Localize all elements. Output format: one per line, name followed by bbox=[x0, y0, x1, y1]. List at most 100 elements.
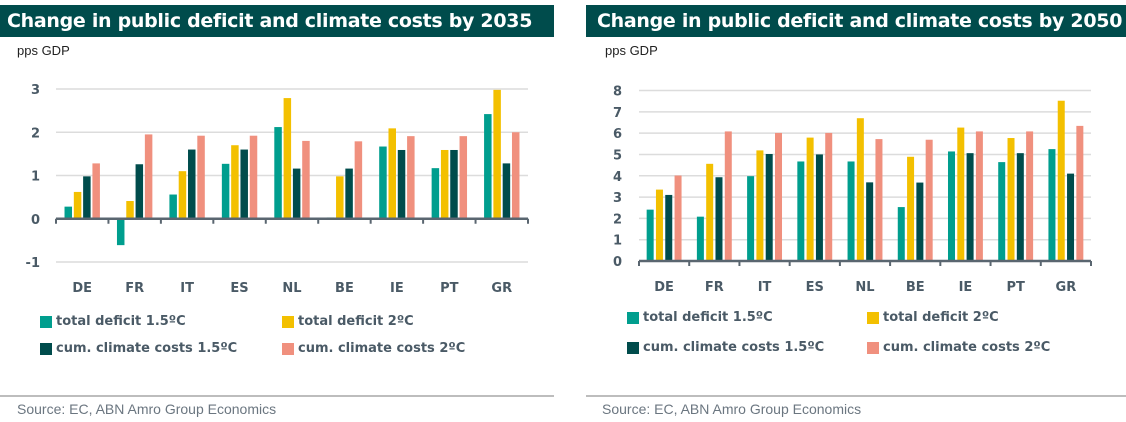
bar-ie-series-0 bbox=[947, 151, 955, 261]
bar-es-series-3 bbox=[825, 132, 833, 261]
y-tick-label: 0 bbox=[31, 213, 40, 228]
y-tick-label: 1 bbox=[613, 234, 622, 249]
x-category-label: GR bbox=[1056, 280, 1077, 295]
legend-swatch bbox=[40, 342, 52, 355]
y-tick-label: 8 bbox=[613, 85, 622, 100]
bar-pt-series-2 bbox=[1016, 153, 1024, 261]
legend-item-cum-climate-2: cum. climate costs 2ºC bbox=[282, 341, 465, 356]
chart-title: Change in public deficit and climate cos… bbox=[586, 5, 1126, 37]
bar-gr-series-3 bbox=[511, 132, 520, 219]
bar-de-series-2 bbox=[83, 176, 91, 219]
bar-es-series-1 bbox=[231, 145, 239, 219]
bar-es-series-3 bbox=[249, 135, 258, 219]
bar-fr-series-0 bbox=[696, 216, 704, 261]
legend-label: total deficit 1.5ºC bbox=[56, 314, 186, 329]
bar-de-series-1 bbox=[655, 189, 663, 261]
bar-be-series-3 bbox=[925, 139, 933, 261]
x-category-label: IT bbox=[180, 281, 194, 296]
legend-swatch bbox=[867, 341, 879, 354]
bar-es-series-2 bbox=[240, 149, 248, 219]
legend-swatch bbox=[867, 311, 879, 324]
bar-gr-series-0 bbox=[484, 114, 492, 219]
source-note: Source: EC, ABN Amro Group Economics bbox=[17, 401, 277, 417]
bar-ie-series-3 bbox=[975, 131, 983, 261]
y-tick-label: 4 bbox=[613, 170, 622, 185]
y-tick-label: 3 bbox=[31, 83, 40, 98]
bar-de-series-3 bbox=[92, 163, 100, 219]
legend-swatch bbox=[282, 315, 294, 328]
legend-item-total-deficit-1-5: total deficit 1.5ºC bbox=[627, 310, 773, 325]
legend-label: cum. climate costs 1.5ºC bbox=[643, 340, 825, 355]
legend-item-total-deficit-2: total deficit 2ºC bbox=[282, 314, 414, 329]
legend-label: total deficit 1.5ºC bbox=[643, 310, 773, 325]
bar-nl-series-3 bbox=[875, 139, 883, 261]
bar-nl-series-0 bbox=[274, 127, 282, 219]
bar-be-series-1 bbox=[907, 156, 915, 261]
y-tick-label: 3 bbox=[613, 191, 622, 206]
x-category-label: NL bbox=[282, 281, 301, 296]
bar-it-series-3 bbox=[775, 132, 783, 261]
bar-pt-series-2 bbox=[450, 149, 458, 219]
y-tick-label: 6 bbox=[613, 127, 622, 142]
bar-be-series-3 bbox=[354, 141, 363, 219]
bar-chart-2035: -1 0 1 2 3 DE FR IT ES NL BE IE PT GR bbox=[26, 83, 529, 296]
legend-label: cum. climate costs 2ºC bbox=[298, 341, 466, 356]
bar-be-series-2 bbox=[916, 182, 924, 261]
bar-it-series-0 bbox=[747, 176, 755, 261]
bar-it-series-0 bbox=[169, 194, 177, 219]
bar-de-series-3 bbox=[674, 175, 682, 261]
bar-pt-series-1 bbox=[440, 149, 449, 219]
x-category-label: PT bbox=[440, 281, 459, 296]
chart-title: Change in public deficit and climate cos… bbox=[0, 5, 554, 37]
x-category-label: BE bbox=[906, 280, 925, 295]
bar-fr-series-0 bbox=[116, 218, 125, 246]
bar-it-series-2 bbox=[188, 149, 196, 219]
bar-gr-series-2 bbox=[502, 163, 511, 219]
bar-nl-series-1 bbox=[856, 118, 864, 261]
legend-label: cum. climate costs 2ºC bbox=[883, 340, 1051, 355]
chart-panel-2050: Change in public deficit and climate cos… bbox=[580, 0, 1126, 422]
bar-de-series-0 bbox=[64, 206, 73, 219]
bar-pt-series-0 bbox=[998, 162, 1006, 261]
bar-it-series-1 bbox=[178, 171, 187, 219]
bar-nl-series-2 bbox=[292, 168, 301, 219]
bar-es-series-1 bbox=[806, 137, 814, 261]
source-note: Source: EC, ABN Amro Group Economics bbox=[602, 401, 862, 417]
bar-gr-series-2 bbox=[1067, 173, 1075, 261]
bar-es-series-2 bbox=[815, 154, 823, 261]
x-category-label: BE bbox=[335, 281, 354, 296]
bar-pt-series-3 bbox=[459, 136, 468, 219]
bar-gr-series-1 bbox=[493, 89, 501, 219]
bar-it-series-3 bbox=[197, 135, 205, 219]
bar-pt-series-0 bbox=[431, 168, 440, 219]
bar-nl-series-0 bbox=[847, 161, 855, 261]
y-tick-label: 1 bbox=[31, 170, 40, 185]
y-tick-label: 0 bbox=[613, 255, 622, 270]
x-category-label: FR bbox=[705, 280, 724, 295]
bar-chart-2050: 0 1 2 3 4 5 6 7 8 DE FR IT ES NL BE IE PT GR bbox=[613, 85, 1092, 295]
bar-de-series-1 bbox=[73, 191, 82, 219]
x-category-label: GR bbox=[491, 281, 512, 296]
bar-ie-series-2 bbox=[397, 149, 406, 219]
bar-es-series-0 bbox=[797, 161, 805, 261]
bar-pt-series-1 bbox=[1007, 138, 1015, 261]
x-category-label: IE bbox=[959, 280, 973, 295]
bar-nl-series-2 bbox=[866, 182, 874, 261]
legend-label: cum. climate costs 1.5ºC bbox=[56, 341, 238, 356]
bar-ie-series-0 bbox=[379, 146, 387, 219]
bar-fr-series-1 bbox=[126, 201, 134, 219]
bar-fr-series-2 bbox=[135, 164, 144, 219]
bar-nl-series-1 bbox=[283, 98, 292, 219]
y-tick-label: 5 bbox=[613, 148, 622, 163]
bar-fr-series-3 bbox=[144, 134, 153, 219]
footer-divider bbox=[586, 395, 1126, 397]
bar-es-series-0 bbox=[221, 163, 230, 219]
bar-ie-series-1 bbox=[957, 127, 965, 262]
bar-ie-series-2 bbox=[966, 153, 974, 261]
chart-panel-2035: Change in public deficit and climate cos… bbox=[0, 0, 560, 422]
y-axis-unit-label: pps GDP bbox=[17, 43, 70, 58]
y-tick-label: -1 bbox=[26, 256, 40, 271]
bar-gr-series-1 bbox=[1057, 100, 1065, 261]
legend-swatch bbox=[627, 341, 639, 354]
legend-label: total deficit 2ºC bbox=[298, 314, 414, 329]
